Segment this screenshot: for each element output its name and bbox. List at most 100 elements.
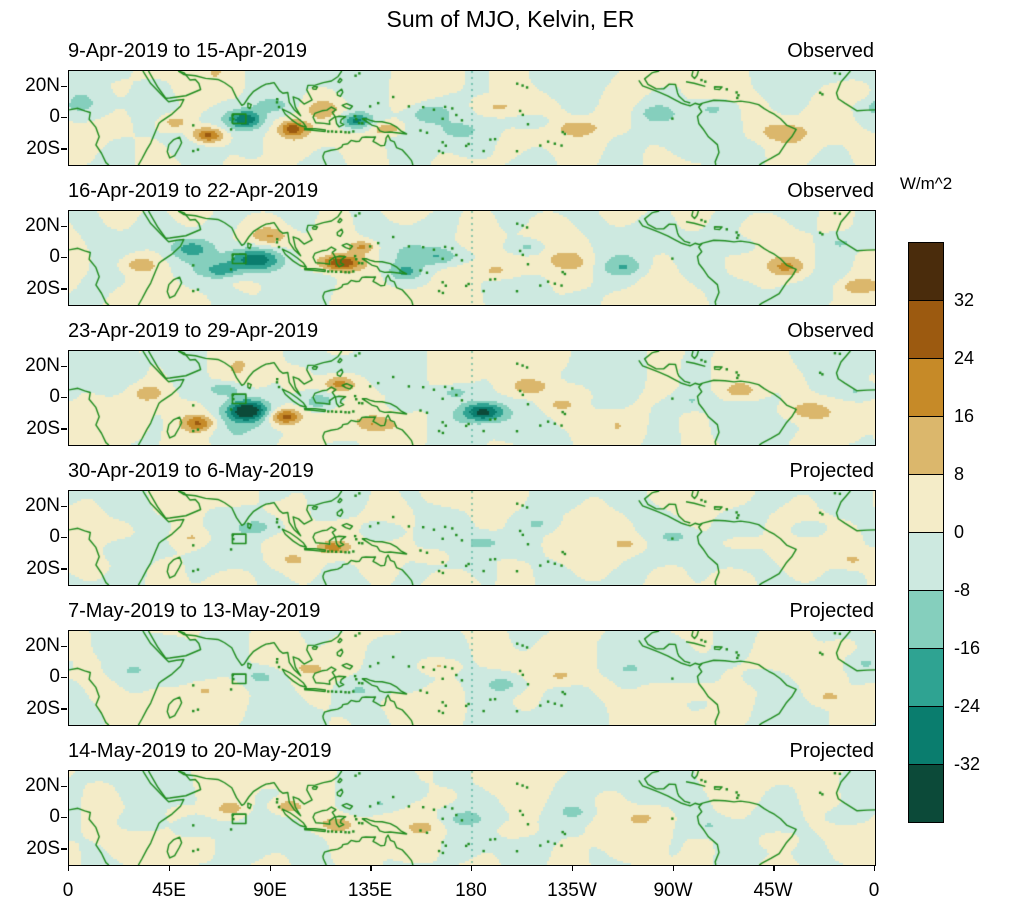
x-axis-tick-label: 45W [753,880,793,901]
y-axis-tick-label: 20S [26,698,60,719]
panel-status-label: Projected [789,740,875,762]
y-axis-tick-label: 20S [26,138,60,159]
panel-date-label: 30-Apr-2019 to 6-May-2019 [68,460,314,482]
y-axis-tick [61,537,67,539]
colorbar-tick-label: -24 [954,696,981,716]
colorbar-cell [908,358,944,417]
map-area [68,350,876,446]
map-canvas [69,71,875,165]
x-axis-tick-label: 90W [653,880,693,901]
colorbar-cell [908,474,944,533]
map-area [68,770,876,866]
panel-status-label: Observed [787,180,874,202]
y-axis-tick-label: 0 [49,806,60,827]
colorbar-tick-label: -32 [954,754,981,774]
y-axis-tick [61,645,67,648]
panel-date-label: 7-May-2019 to 13-May-2019 [68,600,321,622]
panel: 16-Apr-2019 to 22-Apr-2019 Observed 20N … [0,180,1021,310]
y-axis-tick-label: 20N [25,355,60,376]
panel-date-label: 16-Apr-2019 to 22-Apr-2019 [68,180,319,202]
y-axis-tick [61,117,67,119]
x-axis-tick [168,865,171,871]
y-axis-tick-label: 20S [26,558,60,579]
x-axis: 0 45E 90E 135E 180 135W 90W 45W 0 [0,880,1021,906]
colorbar-cell [908,416,944,475]
panel: 23-Apr-2019 to 29-Apr-2019 Observed 20N … [0,320,1021,450]
x-axis-tick [571,865,574,871]
y-axis-tick-label: 0 [49,386,60,407]
panel-date-label: 14-May-2019 to 20-May-2019 [68,740,332,762]
x-axis-tick-label: 0 [62,880,74,901]
map-area [68,490,876,586]
x-axis-tick-label: 45E [152,880,186,901]
map-canvas [69,211,875,305]
x-axis-tick-label: 135E [347,880,393,901]
y-axis-tick-label: 0 [49,106,60,127]
y-axis-tick-label: 20S [26,418,60,439]
y-axis-tick [61,428,67,430]
y-axis-tick [61,85,67,88]
y-axis-tick-label: 20N [25,775,60,796]
y-axis-tick-label: 20S [26,278,60,299]
colorbar-tick-label: -8 [954,580,971,600]
map-canvas [69,771,875,865]
panel-date-label: 23-Apr-2019 to 29-Apr-2019 [68,320,319,342]
x-axis-tick-label: 135W [547,880,597,901]
x-axis-tick [672,865,674,871]
colorbar-cell [908,532,944,591]
panel: 9-Apr-2019 to 15-Apr-2019 Observed 20N 0… [0,40,1021,170]
panel-status-label: Observed [787,320,874,342]
map-area [68,70,876,166]
x-axis-tick [370,865,372,871]
y-axis-tick-label: 0 [49,526,60,547]
map-canvas [69,491,875,585]
y-axis-tick [61,785,67,788]
x-axis-tick [874,865,876,871]
y-axis-tick [61,397,67,399]
colorbar-tick-label: 24 [954,348,975,368]
figure-title: Sum of MJO, Kelvin, ER [386,6,635,32]
x-axis-tick [269,865,271,871]
colorbar-cell [908,590,944,649]
x-axis-tick-label: 180 [455,880,487,901]
panel-status-label: Observed [787,40,874,62]
y-axis-tick [61,817,67,819]
y-axis-tick-label: 20N [25,215,60,236]
colorbar-cell [908,764,944,823]
x-axis-tick-label: 0 [868,880,880,901]
colorbar [908,242,944,823]
colorbar-cell [908,300,944,359]
y-axis-tick-label: 20N [25,75,60,96]
colorbar-cell [908,648,944,707]
y-axis-tick-label: 20N [25,635,60,656]
y-axis-tick [61,288,67,290]
x-axis-tick [471,865,473,871]
y-axis-tick [61,225,67,228]
map-area [68,210,876,306]
y-axis-tick-label: 20S [26,838,60,859]
panel-status-label: Projected [789,460,875,482]
y-axis-tick [61,677,67,679]
map-area [68,630,876,726]
y-axis-tick [61,568,67,570]
panel: 30-Apr-2019 to 6-May-2019 Projected 20N … [0,460,1021,590]
map-canvas [69,631,875,725]
y-axis-tick [61,708,67,710]
colorbar-tick-label: 32 [954,290,975,310]
y-axis-tick [61,848,67,850]
colorbar-unit-label: W/m^2 [899,174,953,193]
y-axis-tick-label: 20N [25,495,60,516]
colorbar-cell [908,706,944,765]
panel: 14-May-2019 to 20-May-2019 Projected 20N… [0,740,1021,870]
colorbar-tick-label: 8 [954,464,965,484]
panel-date-label: 9-Apr-2019 to 15-Apr-2019 [68,40,308,62]
colorbar-cell [908,242,944,301]
panel: 7-May-2019 to 13-May-2019 Projected 20N … [0,600,1021,730]
y-axis-tick [61,365,67,368]
panel-status-label: Projected [789,600,875,622]
x-axis-tick [68,865,70,871]
y-axis-tick [61,257,67,259]
colorbar-tick-label: 16 [954,406,975,426]
y-axis-tick-label: 0 [49,666,60,687]
